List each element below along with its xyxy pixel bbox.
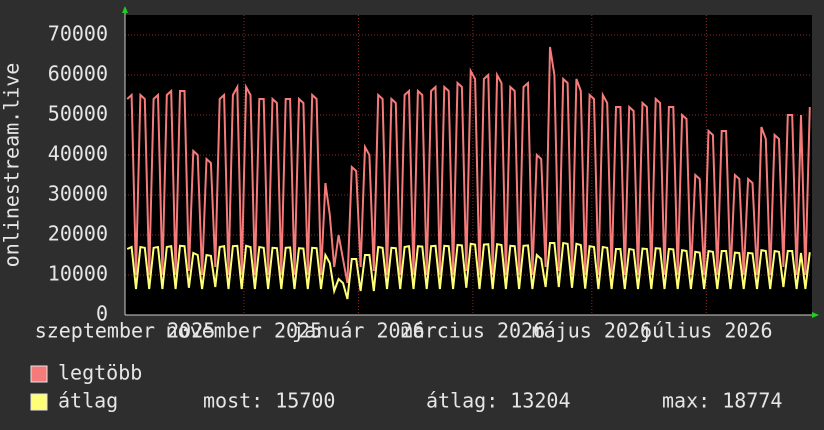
y-tick-label: 60000 [48,62,108,86]
tick-labels: 0 10000 20000 30000 40000 50000 60000 70000 szep… [35,22,773,343]
y-tick-label: 40000 [48,142,108,166]
x-tick-label: november 2025 [166,319,323,343]
lines [126,46,811,300]
series-line [126,241,811,300]
x-arrow [812,312,819,318]
legend-swatch [30,365,48,383]
x-tick-label: január 2026 [292,319,424,343]
y-axis-label: onlinestream.live [0,63,24,268]
legend-stat: most: 15700 [203,389,335,413]
legend: legtöbb átlag most: 15700 átlag: 13204 max: … [30,361,782,413]
legend-label: átlag [58,389,118,413]
legend-label: legtöbb [58,361,142,385]
y-tick-label: 50000 [48,102,108,126]
y-tick-label: 10000 [48,262,108,286]
legend-stat: max: 18774 [662,389,782,413]
y-tick-label: 20000 [48,222,108,246]
y-tick-label: 30000 [48,182,108,206]
y-tick-label: 0 [96,302,108,326]
x-tick-label: szeptember 2025 [35,319,216,343]
x-tick-label: március 2026 [401,319,546,343]
legend-swatch [30,393,48,411]
y-arrow [122,6,128,13]
legend-stat: átlag: 13204 [426,389,571,413]
series-line [126,46,811,284]
y-tick-label: 70000 [48,22,108,46]
x-tick-label: május 2026 [532,319,652,343]
x-tick-label: július 2026 [640,319,772,343]
